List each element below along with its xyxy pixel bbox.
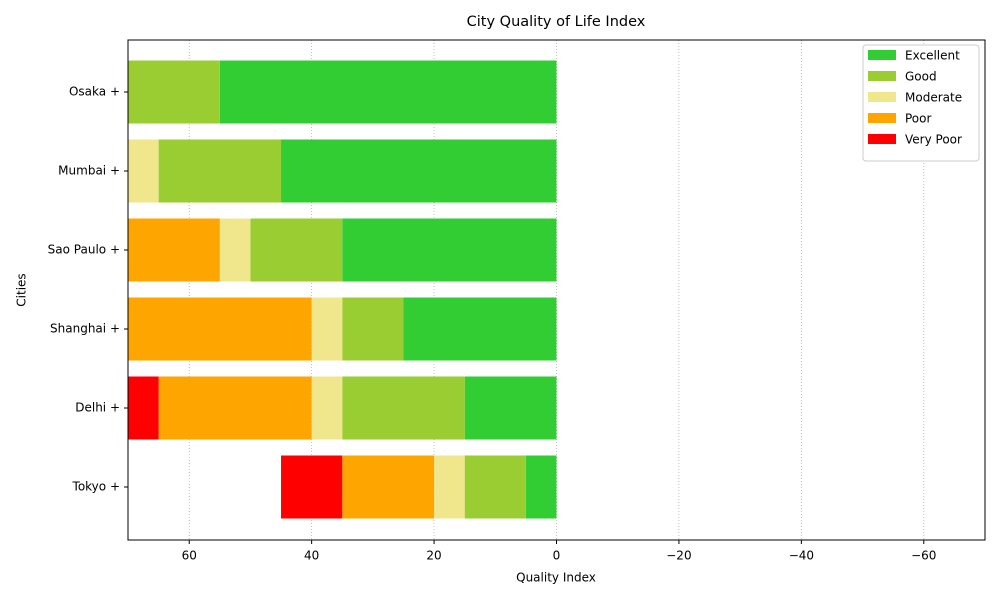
legend-swatch (868, 50, 896, 60)
bar-segment (311, 376, 343, 440)
bar-segment (464, 376, 557, 440)
x-tick-label: −20 (666, 549, 691, 563)
bar-segment (311, 297, 343, 361)
bar-segment (128, 60, 220, 124)
bar-segment (250, 218, 343, 282)
x-tick-label: 20 (426, 549, 441, 563)
bar-segment (128, 218, 220, 282)
x-tick-label: −40 (789, 549, 814, 563)
y-axis-label: Cities (15, 273, 29, 306)
y-tick-label: Delhi + (75, 401, 120, 415)
y-tick-label: Tokyo + (72, 480, 120, 494)
y-tick-label: Sao Paulo + (48, 243, 120, 257)
x-tick-label: −60 (911, 549, 936, 563)
bar-segment (342, 297, 404, 361)
grid (188, 40, 925, 540)
bar-segment (281, 139, 557, 203)
legend-label: Good (905, 70, 937, 84)
bar-segment (219, 218, 251, 282)
legend-label: Very Poor (905, 133, 962, 147)
legend-swatch (868, 92, 896, 102)
bar-segment (158, 139, 282, 203)
x-axis-label: Quality Index (516, 571, 596, 585)
bar-segment (403, 297, 557, 361)
legend-label: Moderate (905, 91, 962, 105)
legend-label: Excellent (905, 49, 960, 63)
y-tick-label: Mumbai + (58, 164, 120, 178)
x-tick-label: 40 (304, 549, 319, 563)
bar-segment (434, 455, 465, 519)
bar-segment (128, 297, 312, 361)
legend-swatch (868, 71, 896, 81)
bars (128, 60, 557, 519)
x-tick-label: 60 (182, 549, 197, 563)
y-tick-label: Shanghai + (50, 322, 120, 336)
bar-segment (342, 376, 465, 440)
bar-segment (281, 455, 343, 519)
legend: Excellent Good Moderate Poor Very Poor (862, 44, 980, 162)
y-tick-label: Osaka + (69, 85, 120, 99)
bar-segment (128, 376, 159, 440)
bar-segment (464, 455, 526, 519)
bar-segment (342, 218, 557, 282)
legend-swatch (868, 134, 896, 144)
bar-segment (128, 139, 159, 203)
bar-segment (219, 60, 557, 124)
x-tick-label: 0 (553, 549, 561, 563)
bar-segment (158, 376, 312, 440)
bar-segment (525, 455, 557, 519)
chart-title: City Quality of Life Index (467, 14, 646, 30)
legend-swatch (868, 113, 896, 123)
ticks: 60 40 20 0 −20 −40 −60 Tokyo + Delhi + Shanghai +… (48, 85, 937, 563)
legend-label: Poor (905, 112, 931, 126)
bar-segment (342, 455, 435, 519)
